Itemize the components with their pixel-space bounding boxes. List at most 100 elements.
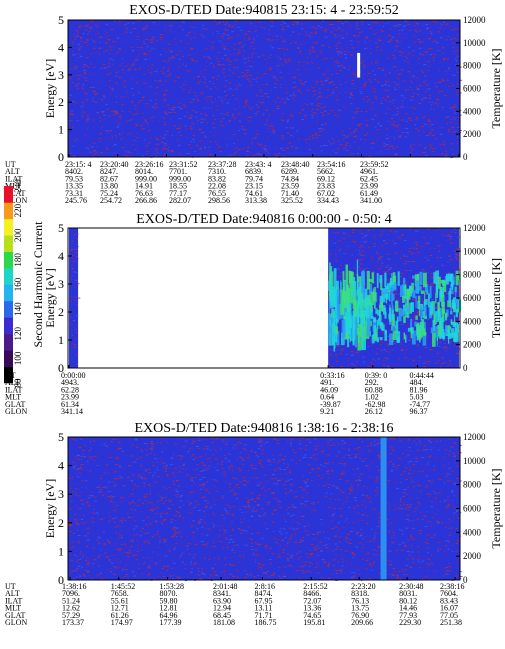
orbit-value: 22.08 <box>208 182 226 191</box>
heatmap-cell <box>436 257 439 258</box>
heatmap-cell <box>406 574 409 576</box>
heatmap-cell <box>186 466 188 468</box>
heatmap-cell <box>98 523 101 525</box>
heatmap-cell <box>163 137 166 139</box>
heatmap-cell <box>292 21 295 22</box>
heatmap-cell <box>115 549 119 551</box>
heatmap-cell <box>391 459 394 461</box>
heatmap-cell <box>303 68 306 70</box>
heatmap-cell <box>126 27 128 29</box>
heatmap-cell <box>145 454 149 456</box>
heatmap-cell <box>240 442 242 444</box>
heatmap-cell <box>121 40 123 42</box>
heatmap-cell <box>377 67 381 69</box>
heatmap-cell <box>423 366 427 368</box>
heatmap-cell <box>331 57 333 59</box>
heatmap-cell <box>456 92 459 94</box>
heatmap-cell <box>103 118 106 120</box>
heatmap-cell <box>190 141 192 143</box>
heatmap-cell <box>120 120 122 122</box>
heatmap-cell <box>76 576 78 578</box>
heatmap-cell <box>179 154 182 156</box>
heatmap-cell <box>200 121 204 123</box>
heatmap-cell <box>456 136 459 138</box>
heatmap-cell <box>74 116 77 118</box>
heatmap-cell <box>430 277 433 279</box>
heatmap-cell <box>442 21 445 23</box>
heatmap-cell <box>367 342 371 344</box>
heatmap-cell <box>178 455 181 457</box>
heatmap-cell <box>445 95 447 96</box>
heatmap-cell <box>400 29 404 31</box>
heatmap-cell <box>139 125 143 127</box>
heatmap-cell <box>209 154 212 155</box>
heatmap-cell <box>147 104 149 106</box>
heatmap-panel-2: EXOS-D/TED Date:940816 0:00:00 - 0:50: 4… <box>5 212 503 416</box>
heatmap-cell <box>247 72 249 74</box>
heatmap-cell <box>215 574 219 576</box>
heatmap-cell <box>108 60 111 62</box>
heatmap-cell <box>359 90 362 92</box>
heatmap-cell <box>223 90 226 92</box>
heatmap-cell <box>223 48 226 50</box>
heatmap-cell <box>314 31 318 33</box>
heatmap-cell <box>304 81 308 83</box>
heatmap-cell <box>401 80 405 81</box>
heatmap-cell <box>190 456 192 458</box>
heatmap-cell <box>392 66 395 68</box>
heatmap-cell <box>315 472 318 474</box>
heatmap-cell <box>451 149 453 151</box>
heatmap-cell <box>246 150 249 152</box>
heatmap-cell <box>356 111 359 113</box>
heatmap-cell <box>331 517 334 518</box>
heatmap-cell <box>168 479 172 480</box>
heatmap-cell <box>105 445 108 447</box>
heatmap-cell <box>225 137 227 139</box>
heatmap-cell <box>152 36 154 38</box>
heatmap-cell <box>394 153 398 155</box>
heatmap-cell <box>229 88 232 90</box>
heatmap-cell <box>437 547 439 549</box>
heatmap-cell <box>396 41 400 43</box>
heatmap-cell <box>175 536 178 538</box>
heatmap-cell <box>448 256 451 257</box>
heatmap-cell <box>382 85 384 87</box>
heatmap-cell <box>125 138 127 140</box>
heatmap-cell <box>256 133 259 135</box>
heatmap-cell <box>359 241 362 243</box>
heatmap-cell <box>157 469 159 471</box>
heatmap-cell <box>377 254 379 256</box>
heatmap-cell <box>396 331 401 343</box>
heatmap-cell <box>397 112 400 114</box>
orbit-value: 26.12 <box>365 407 383 416</box>
heatmap-cell <box>148 131 150 133</box>
heatmap-cell <box>202 73 204 75</box>
heatmap-cell <box>398 293 401 295</box>
heatmap-cell <box>306 439 309 441</box>
heatmap-cell <box>196 121 199 122</box>
heatmap-cell <box>273 494 275 496</box>
heatmap-cell <box>279 58 282 60</box>
heatmap-cell <box>86 25 89 26</box>
heatmap-cell <box>323 531 325 533</box>
heatmap-cell <box>429 449 432 451</box>
heatmap-cell <box>128 120 130 122</box>
heatmap-cell <box>116 448 119 450</box>
heatmap-cell <box>110 571 112 573</box>
heatmap-cell <box>368 294 371 298</box>
heatmap-cell <box>92 142 96 144</box>
heatmap-cell <box>199 148 202 150</box>
heatmap-cell <box>124 544 127 546</box>
heatmap-cell <box>85 114 88 115</box>
heatmap-cell <box>455 575 458 577</box>
heatmap-cell <box>423 347 426 349</box>
heatmap-cell <box>118 20 120 22</box>
heatmap-cell <box>359 534 363 536</box>
heatmap-cell <box>335 256 338 258</box>
heatmap-cell <box>392 148 395 150</box>
heatmap-cell <box>172 472 175 474</box>
heatmap-cell <box>282 135 284 137</box>
heatmap-cell <box>449 343 451 345</box>
heatmap-cell <box>163 98 167 100</box>
heatmap-cell <box>340 352 342 354</box>
